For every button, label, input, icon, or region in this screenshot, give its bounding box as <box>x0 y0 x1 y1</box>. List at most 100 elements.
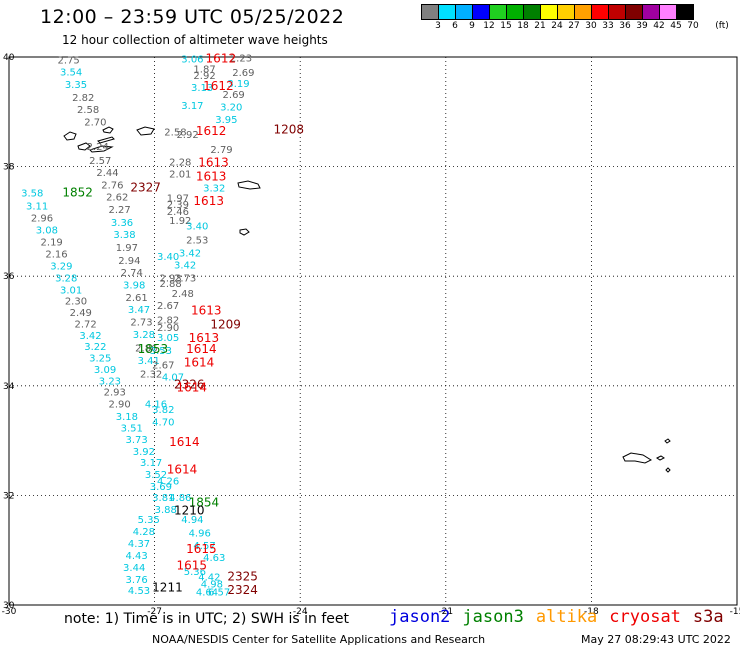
swh-value: 1.97 <box>167 194 189 205</box>
swh-value: 3.54 <box>60 68 82 79</box>
swh-value: 3.38 <box>113 230 135 241</box>
swh-value: 2.32 <box>140 370 162 381</box>
colorbar-swatch <box>439 5 456 19</box>
colorbar-label: 33 <box>602 21 614 31</box>
swh-value: 3.28 <box>133 330 155 341</box>
swh-value: 2.44 <box>96 168 118 179</box>
colorbar-label: 70 <box>687 21 699 31</box>
swh-value: 3.13 <box>191 83 213 94</box>
track-time-label: 1210 <box>174 504 205 518</box>
map-axis-ticks: -30 -27 -24 -21 -18 -15 40 38 36 34 32 30 <box>2 53 740 617</box>
swh-value: 3.17 <box>140 458 162 469</box>
swh-value: 2.46 <box>167 207 189 218</box>
colorbar-label: 45 <box>670 21 682 31</box>
latitude-tick-label: 30 <box>3 601 15 611</box>
islet-north <box>664 438 671 444</box>
map-grid <box>9 57 737 605</box>
swh-value: 2.28 <box>169 158 191 169</box>
swh-value: 3.95 <box>215 115 237 126</box>
colorbar-swatch <box>558 5 575 19</box>
swh-value: 3.17 <box>181 101 203 112</box>
legend-altika: altika <box>535 607 598 627</box>
island-sao-miguel <box>237 180 261 190</box>
track-time-label: 1852 <box>62 186 93 200</box>
swh-value: 3.76 <box>125 575 147 586</box>
colorbar-swatch <box>609 5 626 19</box>
swh-value: 3.92 <box>133 447 155 458</box>
swh-value: 4.43 <box>125 551 147 562</box>
swh-value: 2.90 <box>157 323 179 334</box>
islet-desertas <box>665 467 671 473</box>
swh-value: 4.70 <box>152 417 174 428</box>
swh-value: 3.01 <box>60 286 82 297</box>
swh-value: 2.69 <box>232 68 254 79</box>
swh-value: 3.18 <box>116 412 138 423</box>
colorbar-label: 36 <box>619 21 631 31</box>
latitude-tick-label: 34 <box>3 382 15 392</box>
track-time-label: 2324 <box>227 583 258 597</box>
swh-value: 4.53 <box>128 586 150 597</box>
swh-value: 2.72 <box>75 320 97 331</box>
swh-value: 3.08 <box>36 225 58 236</box>
swh-value: 3.11 <box>26 201 48 212</box>
swh-value: 4.64 <box>196 588 218 599</box>
swh-value: 3.20 <box>220 103 242 114</box>
swh-value: 3.42 <box>79 331 101 342</box>
swh-value: 2.67 <box>157 301 179 312</box>
credit-line: NOAA/NESDIS Center for Satellite Applica… <box>152 633 486 646</box>
swh-value: 4.16 <box>145 400 167 411</box>
swh-value: 3.52 <box>145 470 167 481</box>
colorbar-label: 27 <box>568 21 580 31</box>
swh-value: 5.35 <box>138 515 160 526</box>
mission-legend: jason2 jason3 altika cryosat s3a <box>389 607 724 627</box>
colorbar-unit: (ft) <box>715 21 729 31</box>
longitude-tick-label: -27 <box>147 607 162 617</box>
swh-value: 3.41 <box>138 356 160 367</box>
swh-observations: 2.753.543.352.822.582.702.242.572.442.76… <box>21 53 254 598</box>
swh-value: 2.93 <box>104 388 126 399</box>
swh-value: 4.94 <box>181 515 203 526</box>
swh-value: 3.40 <box>157 252 179 263</box>
swh-value: 3.32 <box>203 183 225 194</box>
colorbar-label: 9 <box>469 21 475 31</box>
island-outlines <box>63 126 671 473</box>
track-time-label: 1613 <box>198 156 229 170</box>
island-pico <box>89 145 114 153</box>
longitude-tick-label: -21 <box>438 607 453 617</box>
swh-value: 3.53 <box>150 346 172 357</box>
swh-value: 2.57 <box>89 156 111 167</box>
swh-value: 3.35 <box>65 80 87 91</box>
track-time-label: 1614 <box>176 380 207 394</box>
colorbar-labels: 3 6 9 12 15 18 21 24 27 30 33 36 39 42 45 70 (ft) <box>421 21 740 33</box>
swh-value: 3.88 <box>155 505 177 516</box>
island-porto-santo <box>656 455 665 461</box>
swh-value: 2.94 <box>118 256 140 267</box>
swh-value: 6.57 <box>208 588 230 599</box>
colorbar-label: 39 <box>636 21 648 31</box>
map-title: 12:00 – 23:59 UTC 05/25/2022 <box>40 6 345 28</box>
track-time-label: 1614 <box>186 342 217 356</box>
track-time-label: 1211 <box>152 580 183 594</box>
track-time-label: 1612 <box>203 79 234 93</box>
swh-value: 2.30 <box>65 297 87 308</box>
swh-value: 2.69 <box>223 90 245 101</box>
colorbar-swatch <box>490 5 507 19</box>
swh-value: 3.58 <box>21 189 43 200</box>
swh-value: 2.01 <box>169 170 191 181</box>
swh-value: 2.62 <box>106 193 128 204</box>
swh-value: 3.51 <box>121 423 143 434</box>
swh-value: 2.39 <box>167 200 189 211</box>
swh-value: 3.06 <box>181 54 203 65</box>
latitude-tick-label: 36 <box>3 272 15 282</box>
swh-value: 3.73 <box>125 435 147 446</box>
swh-value: 4.26 <box>157 476 179 487</box>
island-graciosa <box>102 126 114 134</box>
colorbar-label: 18 <box>517 21 529 31</box>
swh-value: 3.23 <box>99 377 121 388</box>
generated-time: May 27 08:29:43 UTC 2022 <box>581 633 731 646</box>
colorbar-swatch <box>541 5 558 19</box>
track-time-label: 1853 <box>138 342 169 356</box>
swh-value: 1.97 <box>116 243 138 254</box>
swh-value: 2.73 <box>174 274 196 285</box>
